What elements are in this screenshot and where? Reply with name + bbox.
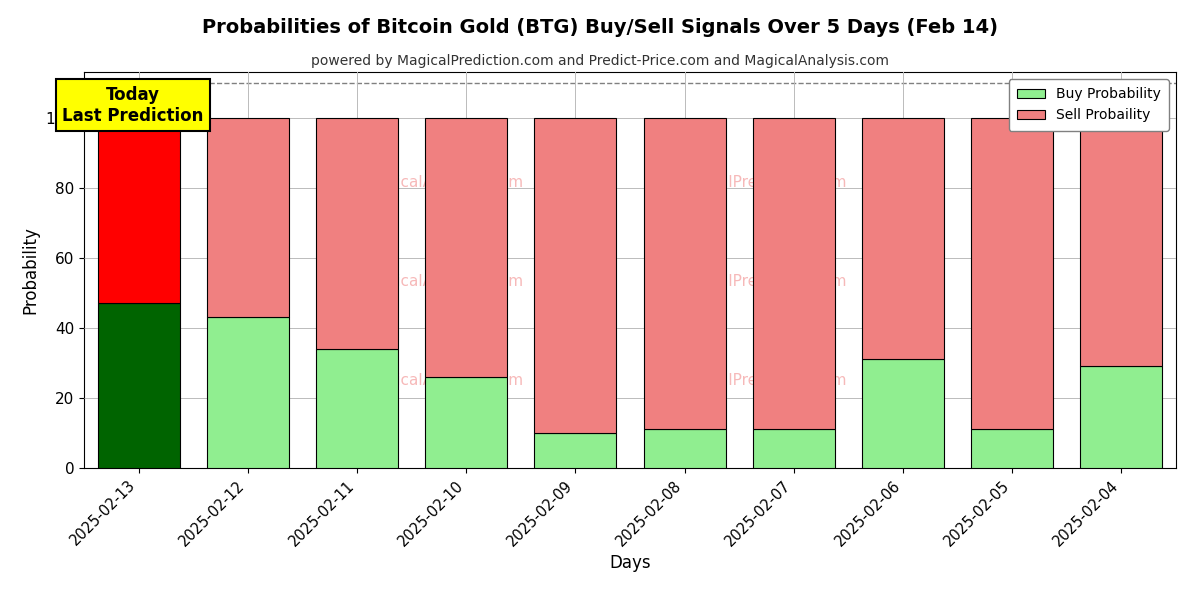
Bar	[643, 118, 726, 430]
Bar	[206, 118, 289, 317]
Text: Today
Last Prediction: Today Last Prediction	[62, 86, 204, 125]
Bar	[752, 430, 835, 468]
Text: MagicalPrediction.com: MagicalPrediction.com	[674, 373, 847, 388]
Text: MagicalPrediction.com: MagicalPrediction.com	[674, 175, 847, 190]
Bar	[425, 377, 508, 468]
Text: MagicalAnalysis.com: MagicalAnalysis.com	[365, 175, 524, 190]
Text: Probabilities of Bitcoin Gold (BTG) Buy/Sell Signals Over 5 Days (Feb 14): Probabilities of Bitcoin Gold (BTG) Buy/…	[202, 18, 998, 37]
Legend: Buy Probability, Sell Probaility: Buy Probability, Sell Probaility	[1009, 79, 1169, 131]
Bar	[534, 433, 617, 468]
Bar	[534, 118, 617, 433]
Bar	[1080, 118, 1163, 367]
Bar	[862, 118, 944, 359]
Bar	[97, 303, 180, 468]
Bar	[1080, 367, 1163, 468]
Y-axis label: Probability: Probability	[22, 226, 40, 314]
Text: MagicalAnalysis.com: MagicalAnalysis.com	[365, 373, 524, 388]
Bar	[862, 359, 944, 468]
Text: powered by MagicalPrediction.com and Predict-Price.com and MagicalAnalysis.com: powered by MagicalPrediction.com and Pre…	[311, 54, 889, 68]
Bar	[752, 118, 835, 430]
Bar	[316, 118, 398, 349]
Bar	[97, 118, 180, 303]
Text: MagicalAnalysis.com: MagicalAnalysis.com	[365, 274, 524, 289]
Bar	[206, 317, 289, 468]
X-axis label: Days: Days	[610, 554, 650, 572]
Bar	[971, 118, 1054, 430]
Bar	[316, 349, 398, 468]
Bar	[643, 430, 726, 468]
Bar	[971, 430, 1054, 468]
Bar	[425, 118, 508, 377]
Text: MagicalPrediction.com: MagicalPrediction.com	[674, 274, 847, 289]
